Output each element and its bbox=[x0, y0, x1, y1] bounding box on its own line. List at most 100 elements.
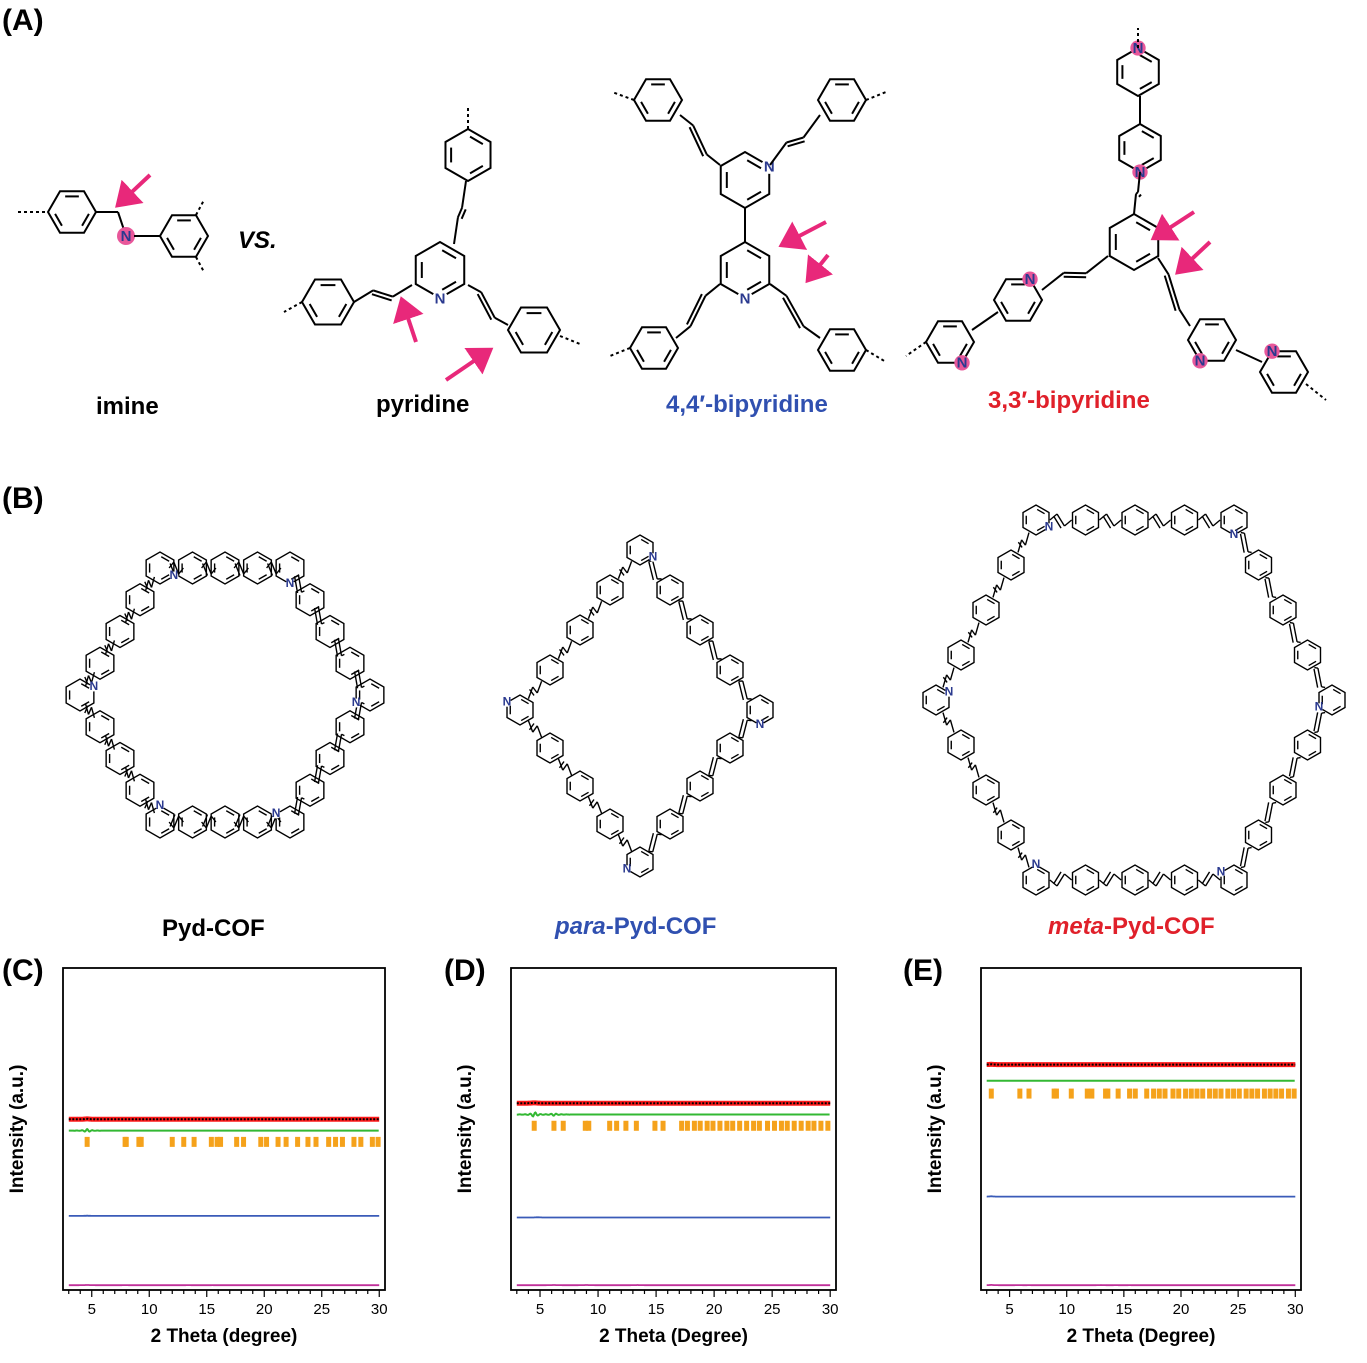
x-axis-label: 2 Theta (Degree) bbox=[1067, 1326, 1216, 1347]
nitrogen-atom: N bbox=[1217, 865, 1226, 879]
bragg-tick bbox=[1053, 1088, 1059, 1099]
bragg-tick bbox=[181, 1136, 187, 1147]
para-pyd-cof-framework-linker-ring bbox=[686, 770, 714, 802]
para-pyd-cof-framework-linker-ring bbox=[656, 574, 684, 606]
x-tick-label: 5 bbox=[1005, 1301, 1013, 1318]
bragg-tick bbox=[313, 1136, 319, 1147]
bragg-tick bbox=[1084, 1088, 1090, 1099]
bragg-tick bbox=[1144, 1088, 1150, 1099]
pyd-cof-framework-linker-ring bbox=[177, 551, 208, 585]
bragg-tick bbox=[1183, 1088, 1189, 1099]
bragg-tick bbox=[791, 1120, 797, 1131]
x-tick-label: 5 bbox=[88, 1301, 96, 1318]
bragg-tick bbox=[805, 1120, 811, 1131]
x-tick-label: 10 bbox=[141, 1301, 158, 1318]
pyd-cof-framework-node-ring: N bbox=[145, 798, 175, 839]
arrow-icon bbox=[444, 347, 494, 382]
pyd-cof-framework-linker-ring bbox=[242, 551, 273, 585]
x-tick-label: 20 bbox=[1173, 1301, 1190, 1318]
bipy44-label: 4,4′-bipyridine bbox=[666, 391, 828, 418]
bragg-tick bbox=[582, 1120, 588, 1131]
para-pyd-cof-framework-linker-ring bbox=[716, 732, 744, 764]
pyd-cof-framework-linker-ring bbox=[210, 551, 240, 585]
nitrogen-atom: N bbox=[1315, 700, 1324, 714]
bragg-tick bbox=[1267, 1088, 1273, 1099]
panel-label-b: (B) bbox=[2, 482, 44, 515]
nitrogen-atom: N bbox=[435, 291, 446, 308]
meta-pyd-cof-framework-linker-ring bbox=[997, 549, 1025, 581]
x-tick-label: 15 bbox=[1116, 1301, 1133, 1318]
cof-frameworks: N N N N N N N N N N N N N N N N bbox=[65, 504, 1346, 896]
pyd-cof-framework-linker-ring bbox=[105, 741, 135, 776]
bragg-tick bbox=[258, 1136, 264, 1147]
bragg-tick bbox=[283, 1136, 289, 1147]
meta-pyd-cof-framework-linker-ring bbox=[1244, 819, 1273, 851]
svg-text:N: N bbox=[121, 228, 132, 245]
bragg-tick bbox=[358, 1136, 364, 1147]
y-axis-label: Intensity (a.u.) bbox=[925, 1065, 946, 1194]
bragg-tick bbox=[275, 1136, 281, 1147]
bragg-tick bbox=[765, 1120, 771, 1131]
bipy33-right-outer: N bbox=[1258, 343, 1310, 394]
meta-pyd-cof-framework-linker-ring bbox=[1121, 864, 1149, 896]
bragg-tick bbox=[1026, 1088, 1032, 1099]
bragg-tick bbox=[586, 1120, 592, 1131]
nitrogen-highlight bbox=[1022, 271, 1038, 287]
bragg-tick bbox=[811, 1120, 817, 1131]
para-pyd-cof-framework-node-ring: N bbox=[626, 534, 657, 566]
meta-pyd-cof-framework-linker-ring bbox=[1170, 504, 1199, 536]
para-pyd-cof-framework-node-ring: N bbox=[503, 694, 534, 726]
bragg-tick bbox=[1188, 1088, 1194, 1099]
bragg-tick bbox=[737, 1120, 743, 1131]
bragg-tick bbox=[191, 1136, 197, 1147]
bragg-tick bbox=[339, 1136, 345, 1147]
bragg-tick bbox=[784, 1120, 790, 1131]
bragg-tick bbox=[771, 1120, 777, 1131]
vs-label: VS. bbox=[238, 227, 277, 254]
x-tick-label: 25 bbox=[1230, 1301, 1247, 1318]
plot-frame bbox=[62, 967, 386, 1291]
chart-c: 5 10 15 20 25 30 2 Theta (degree) Intensity (a.… bbox=[7, 967, 388, 1347]
bragg-tick bbox=[1068, 1088, 1074, 1099]
bragg-tick bbox=[214, 1136, 220, 1147]
bragg-tick bbox=[1127, 1088, 1133, 1099]
pyd-cof-framework: N N N N N N bbox=[65, 551, 385, 839]
bragg-tick bbox=[704, 1120, 710, 1131]
bragg-tick bbox=[1151, 1088, 1157, 1099]
bragg-tick bbox=[778, 1120, 784, 1131]
pyd-cof-framework-linker-ring bbox=[105, 614, 135, 649]
bragg-tick bbox=[825, 1120, 831, 1131]
difference-line bbox=[68, 1127, 379, 1133]
bragg-tick bbox=[1273, 1088, 1279, 1099]
bragg-tick bbox=[1089, 1088, 1095, 1099]
bragg-tick bbox=[623, 1120, 629, 1131]
para-pyd-cof-title: para-Pyd-COF bbox=[554, 913, 716, 940]
meta-pyd-cof-framework-linker-ring bbox=[1293, 639, 1322, 671]
arrow-icon bbox=[1175, 240, 1212, 275]
meta-suffix: -Pyd-COF bbox=[1104, 913, 1215, 940]
pyd-cof-framework-linker-ring bbox=[242, 805, 273, 839]
bipy44-molecule: NN bbox=[609, 78, 887, 372]
reaction-site-arrows bbox=[115, 173, 1212, 382]
bragg-tick bbox=[1115, 1088, 1121, 1099]
nitrogen-atom: N bbox=[1133, 40, 1144, 57]
arrow-icon bbox=[1150, 210, 1196, 241]
bragg-tick bbox=[1243, 1088, 1249, 1099]
pyd-cof-framework-node-ring: N bbox=[145, 551, 179, 585]
x-tick-label: 25 bbox=[313, 1301, 330, 1318]
pyd-cof-framework-linker-ring bbox=[125, 773, 155, 808]
arrow-icon bbox=[115, 173, 152, 208]
bragg-tick bbox=[351, 1136, 357, 1147]
bragg-tick bbox=[326, 1136, 332, 1147]
bragg-tick bbox=[551, 1120, 557, 1131]
meta-pyd-cof-framework-linker-ring bbox=[972, 594, 1000, 626]
bipy44-lower-pyridine: N bbox=[719, 240, 771, 308]
nitrogen-atom: N bbox=[1195, 353, 1206, 370]
panel-label-e: (E) bbox=[903, 954, 943, 987]
bragg-tick bbox=[1017, 1088, 1023, 1099]
nitrogen-highlight bbox=[1264, 343, 1280, 359]
pyridine-core: N bbox=[414, 240, 466, 308]
bragg-tick bbox=[234, 1136, 240, 1147]
nitrogen-atom: N bbox=[170, 568, 179, 582]
x-tick-label: 15 bbox=[198, 1301, 215, 1318]
